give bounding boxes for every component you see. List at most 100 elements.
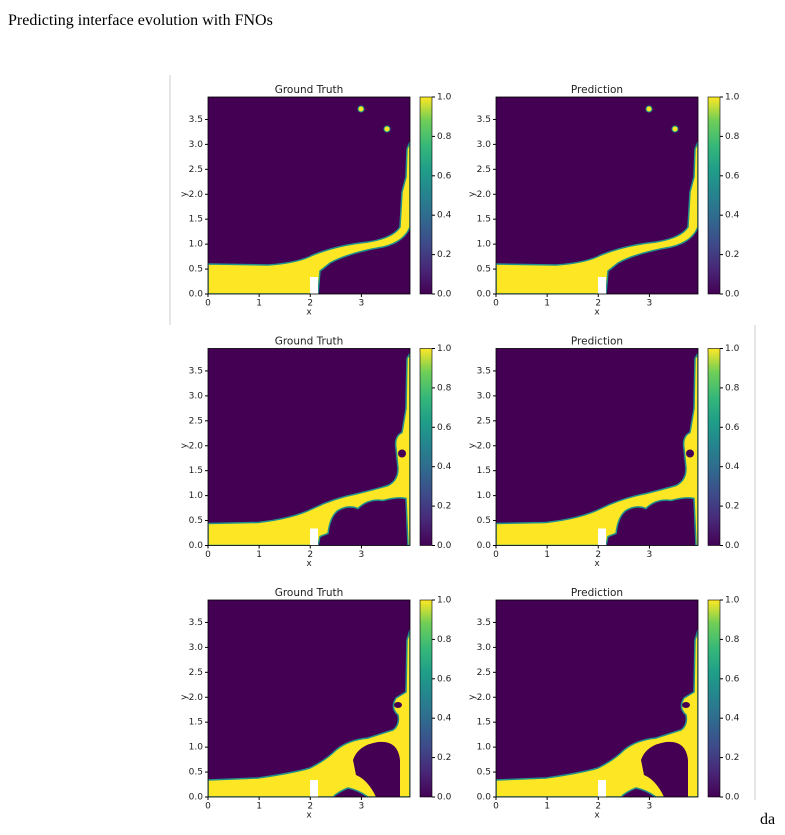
y-tick-label: 1.5: [189, 215, 203, 225]
y-tick-label: 3.0: [189, 140, 204, 150]
y-tick-label: 0.5: [477, 768, 491, 778]
y-tick-label: 3.0: [189, 643, 204, 653]
x-tick-label: 3: [359, 550, 365, 560]
x-tick-label: 2: [307, 802, 313, 812]
subplot: Prediction 0 1 2 3 0.0 0.5 1.0 1.5 2.0 2.5 3.0 3.5 x y…: [468, 336, 740, 570]
colorbar-tick-label: 0.2: [725, 753, 739, 763]
y-tick-label: 1.5: [189, 718, 203, 728]
y-tick-label: 0.0: [189, 290, 204, 300]
panel-title: Ground Truth: [275, 587, 344, 599]
y-axis-label: y: [468, 694, 478, 700]
subplot: Ground Truth 0 1 2 3 0.0 0.5 1.0 1.5 2.0 2.5 3.0 3.5…: [180, 84, 452, 318]
colorbar-tick-label: 0.2: [437, 250, 451, 260]
field-image: [496, 97, 698, 294]
x-tick-label: 1: [256, 299, 262, 309]
y-tick-label: 0.0: [477, 290, 492, 300]
y-tick-label: 2.5: [477, 416, 491, 426]
y-tick-label: 0.0: [477, 793, 492, 803]
y-tick-label: 0.5: [189, 265, 203, 275]
x-tick-label: 1: [544, 299, 550, 309]
colorbar-tick-label: 0.2: [437, 502, 451, 512]
colorbar-tick-label: 0.4: [437, 211, 452, 221]
y-tick-label: 2.5: [477, 668, 491, 678]
y-tick-label: 1.0: [477, 743, 492, 753]
colorbar: [419, 599, 433, 798]
y-tick-label: 2.5: [189, 165, 203, 175]
field-image: [208, 348, 410, 546]
axes-frame: [495, 96, 699, 295]
subplot: Ground Truth 0 1 2 3 0.0 0.5 1.0 1.5 2.0 2.5 3.0 3.5…: [180, 336, 452, 570]
y-tick-label: 0.0: [189, 793, 204, 803]
x-tick-label: 2: [307, 550, 313, 560]
y-tick-label: 2.0: [477, 441, 492, 451]
x-tick-label: 3: [359, 299, 365, 309]
colorbar-tick-label: 0.4: [437, 714, 452, 724]
colorbar-tick-label: 0.2: [437, 753, 451, 763]
colorbar: [707, 96, 721, 295]
panel-title: Prediction: [571, 336, 623, 348]
x-tick-label: 2: [595, 550, 601, 560]
x-tick-label: 0: [493, 802, 499, 812]
panel-title: Ground Truth: [275, 84, 344, 96]
y-tick-label: 0.0: [189, 541, 204, 551]
x-tick-label: 0: [493, 550, 499, 560]
y-tick-label: 3.0: [477, 140, 492, 150]
x-tick-label: 0: [493, 299, 499, 309]
y-axis-label: y: [468, 191, 478, 197]
x-tick-label: 3: [647, 550, 653, 560]
x-tick-label: 0: [205, 299, 211, 309]
axes-frame: [207, 348, 411, 546]
y-tick-label: 0.0: [477, 541, 492, 551]
colorbar-tick-label: 0.0: [725, 793, 740, 803]
colorbar: [707, 599, 721, 798]
colorbar-tick-label: 0.8: [725, 132, 740, 142]
colorbar: [419, 96, 433, 295]
subplot: Ground Truth 0 1 2 3 0.0 0.5 1.0 1.5 2.0 2.5 3.0 3.5…: [180, 587, 452, 821]
y-tick-label: 1.5: [477, 466, 491, 476]
x-tick-label: 0: [205, 802, 211, 812]
y-tick-label: 1.0: [477, 240, 492, 250]
x-tick-label: 1: [544, 550, 550, 560]
colorbar-tick-label: 0.2: [725, 502, 739, 512]
y-axis-label: y: [468, 442, 478, 448]
colorbar-tick-label: 1.0: [725, 93, 740, 103]
x-axis-label: x: [594, 559, 600, 569]
colorbar-tick-label: 0.4: [725, 714, 740, 724]
colorbar-tick-label: 0.2: [725, 250, 739, 260]
colorbar-tick-label: 0.6: [725, 423, 740, 433]
y-tick-label: 3.5: [477, 618, 491, 628]
colorbar-tick-label: 1.0: [437, 596, 452, 606]
colorbar-tick-label: 0.0: [437, 290, 452, 300]
colorbar-tick-label: 0.6: [725, 171, 740, 181]
x-tick-label: 1: [544, 802, 550, 812]
x-tick-label: 2: [595, 802, 601, 812]
colorbar-tick-label: 0.6: [725, 674, 740, 684]
colorbar-tick-label: 0.4: [437, 462, 452, 472]
x-tick-label: 1: [256, 550, 262, 560]
subplot: Prediction 0 1 2 3 0.0 0.5 1.0 1.5 2.0 2.5 3.0 3.5 x y…: [468, 587, 740, 821]
colorbar-tick-label: 0.8: [437, 132, 452, 142]
x-tick-label: 2: [307, 299, 313, 309]
field-image: [496, 600, 698, 797]
x-tick-label: 1: [256, 802, 262, 812]
y-tick-label: 1.0: [189, 491, 204, 501]
colorbar-tick-label: 0.8: [437, 383, 452, 393]
y-tick-label: 3.5: [189, 366, 203, 376]
x-axis-label: x: [594, 308, 600, 318]
x-tick-label: 3: [647, 299, 653, 309]
y-tick-label: 2.0: [189, 441, 204, 451]
colorbar-tick-label: 1.0: [725, 344, 740, 354]
y-tick-label: 1.5: [189, 466, 203, 476]
x-tick-label: 3: [359, 802, 365, 812]
axes-frame: [495, 348, 699, 546]
y-tick-label: 3.0: [189, 391, 204, 401]
y-tick-label: 2.0: [189, 693, 204, 703]
axes-frame: [207, 599, 411, 798]
field-image: [496, 348, 698, 546]
colorbar-tick-label: 0.0: [725, 541, 740, 551]
y-tick-label: 2.0: [477, 693, 492, 703]
field-image: [208, 97, 410, 294]
y-tick-label: 0.5: [189, 516, 203, 526]
colorbar-tick-label: 1.0: [437, 344, 452, 354]
